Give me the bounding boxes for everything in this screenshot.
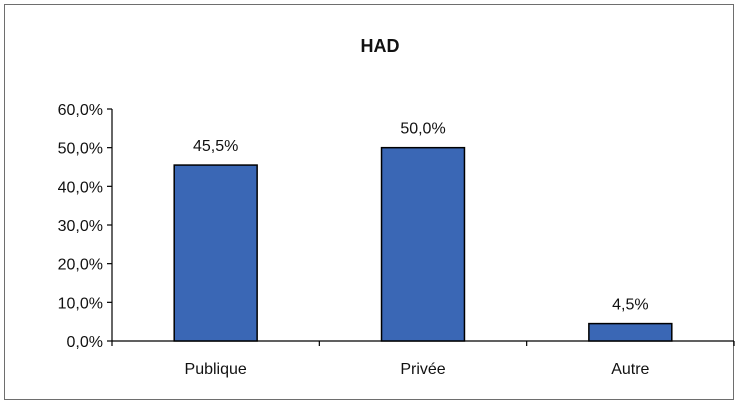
y-tick-label: 0,0%: [67, 334, 103, 351]
x-category-label: Privée: [400, 361, 445, 378]
y-tick-label: 10,0%: [58, 295, 103, 312]
y-tick-label: 30,0%: [58, 218, 103, 235]
data-label: 50,0%: [400, 121, 445, 138]
chart-title: HAD: [361, 36, 400, 56]
y-tick-label: 60,0%: [58, 102, 103, 119]
data-label: 45,5%: [193, 138, 238, 155]
bar: [173, 164, 258, 342]
data-label: 4,5%: [612, 297, 648, 314]
plot-area: 0,0% 10,0% 20,0% 30,0% 40,0% 50,0% 60,0% 45,5% P…: [58, 102, 735, 378]
bar: [380, 146, 466, 342]
bar: [588, 322, 673, 342]
x-category-label: Autre: [611, 361, 649, 378]
x-category-label: Publique: [185, 361, 247, 378]
y-tick-label: 50,0%: [58, 141, 103, 158]
y-tick-label: 40,0%: [58, 179, 103, 196]
y-tick-label: 20,0%: [58, 257, 103, 274]
